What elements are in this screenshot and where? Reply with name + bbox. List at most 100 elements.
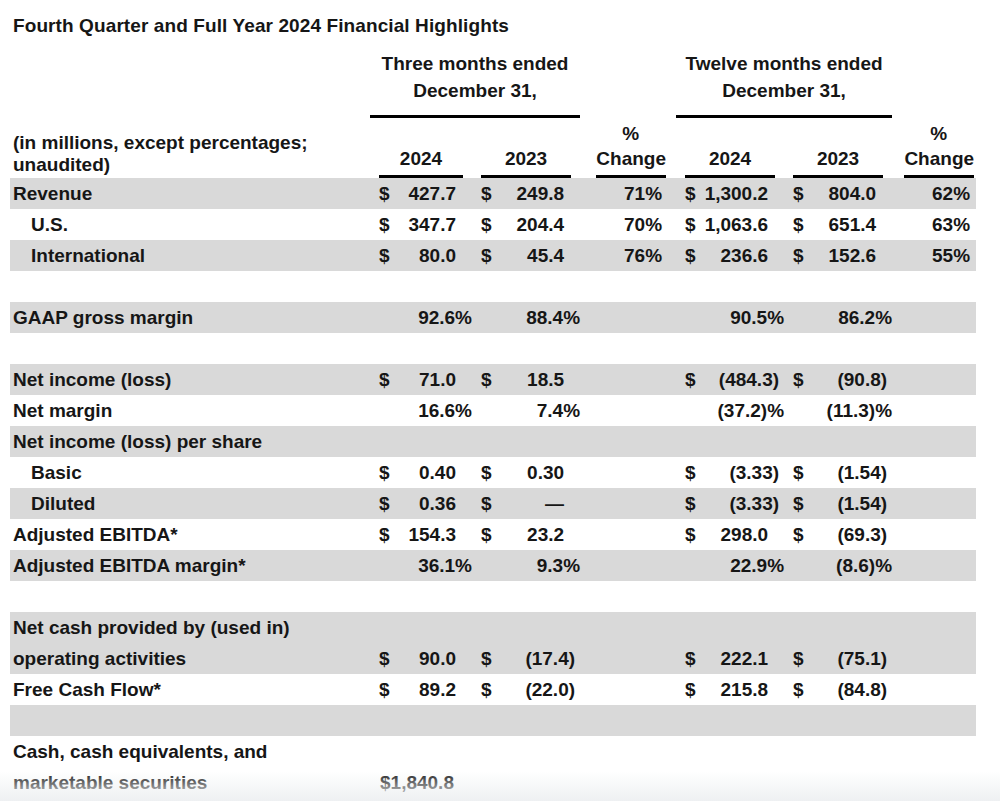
value-cell: (22.0) (498, 674, 580, 705)
row-label: Free Cash Flow* (10, 674, 370, 705)
currency-symbol-cell: $ (472, 364, 498, 395)
currency-symbol-cell (370, 705, 394, 736)
currency-symbol-cell (676, 736, 698, 798)
currency-symbol-cell: $ (472, 519, 498, 550)
currency-symbol-cell: $ (784, 674, 810, 705)
value-cell (498, 705, 580, 736)
pct-change-cell (580, 612, 668, 674)
spacer-row (10, 333, 976, 364)
column-gap (668, 271, 676, 302)
value-cell: (3.33) (698, 457, 784, 488)
pct-change-cell: 55% (892, 240, 976, 271)
column-gap (668, 519, 676, 550)
value-cell: (11.3)% (810, 395, 892, 426)
pct-symbol-left: % (580, 117, 668, 146)
currency-symbol-cell (370, 333, 394, 364)
value-cell: 0.36 (394, 488, 472, 519)
row-label: Net margin (10, 395, 370, 426)
currency-symbol-cell (784, 271, 810, 302)
pct-change-cell: 62% (892, 178, 976, 209)
pct-change-cell (892, 302, 976, 333)
value-cell (698, 736, 784, 798)
column-gap (668, 705, 676, 736)
table-row: U.S.$347.7$204.470%$1,063.6$651.463% (10, 209, 976, 240)
header-spacer (10, 77, 370, 117)
currency-symbol-cell: $ (472, 457, 498, 488)
group-header-row: Three months ended Twelve months ended (10, 48, 976, 77)
table-row: Diluted$0.36$—$(3.33)$(1.54) (10, 488, 976, 519)
currency-symbol-cell: $ (370, 457, 394, 488)
pct-change-cell (892, 488, 976, 519)
value-cell (810, 271, 892, 302)
currency-symbol-cell: $ (676, 488, 698, 519)
pct-change-cell (580, 736, 668, 798)
header-spacer (892, 48, 976, 77)
currency-symbol-cell: $ (370, 488, 394, 519)
currency-symbol-cell (472, 550, 498, 581)
column-gap (668, 674, 676, 705)
value-cell: 89.2 (394, 674, 472, 705)
column-gap (668, 302, 676, 333)
pct-change-cell (580, 705, 668, 736)
column-gap (668, 240, 676, 271)
value-cell: 804.0 (810, 178, 892, 209)
currency-symbol-cell: $ (370, 674, 394, 705)
pct-change-cell (580, 302, 668, 333)
currency-symbol-cell (784, 395, 810, 426)
currency-symbol-cell (472, 333, 498, 364)
value-cell: — (498, 488, 580, 519)
table-row: Adjusted EBITDA*$154.3$23.2$298.0$(69.3) (10, 519, 976, 550)
column-gap (668, 581, 676, 612)
twelve-months-header: Twelve months ended (676, 48, 892, 77)
pct-change-cell (892, 426, 976, 457)
currency-symbol-cell (676, 705, 698, 736)
table-row: Cash, cash equivalents, andmarketable se… (10, 736, 976, 798)
pct-change-cell (892, 612, 976, 674)
value-cell (498, 581, 580, 612)
pct-change-cell (580, 674, 668, 705)
currency-symbol-cell: $ (370, 364, 394, 395)
currency-symbol-cell: $ (472, 209, 498, 240)
value-cell: (8.6)% (810, 550, 892, 581)
currency-symbol-cell (472, 736, 498, 798)
pct-change-cell (580, 488, 668, 519)
value-cell: 215.8 (698, 674, 784, 705)
header-spacer (676, 117, 892, 146)
currency-symbol-cell: $ (472, 240, 498, 271)
value-cell (394, 426, 472, 457)
row-label: Cash, cash equivalents, andmarketable se… (10, 736, 370, 798)
value-cell: 9.3% (498, 550, 580, 581)
currency-symbol-cell: $ (784, 364, 810, 395)
pct-change-cell: 70% (580, 209, 668, 240)
financial-table: Three months ended Twelve months ended D… (10, 48, 976, 798)
value-cell: (90.8) (810, 364, 892, 395)
currency-symbol-cell: $ (676, 209, 698, 240)
value-cell (498, 736, 580, 798)
value-cell: 249.8 (498, 178, 580, 209)
currency-symbol-cell: $ (472, 178, 498, 209)
value-cell: 154.3 (394, 519, 472, 550)
pct-change-cell (580, 426, 668, 457)
value-cell: 18.5 (498, 364, 580, 395)
pct-change-cell (580, 581, 668, 612)
value-cell: 347.7 (394, 209, 472, 240)
value-cell: (75.1) (810, 612, 892, 674)
currency-symbol-cell: $ (784, 488, 810, 519)
currency-symbol-cell: $ (784, 612, 810, 674)
table-row: Revenue$427.7$249.871%$1,300.2$804.062% (10, 178, 976, 209)
value-cell: 7.4% (498, 395, 580, 426)
currency-symbol-cell (472, 705, 498, 736)
currency-symbol-cell (676, 550, 698, 581)
row-label (10, 705, 370, 736)
currency-symbol-cell (472, 302, 498, 333)
three-months-date-header: December 31, (370, 77, 580, 117)
column-gap (668, 77, 676, 117)
table-row: Net margin16.6%7.4%(37.2)%(11.3)% (10, 395, 976, 426)
header-spacer (370, 117, 580, 146)
pct-symbol-row: (in millions, except percentages; unaudi… (10, 117, 976, 146)
currency-symbol-cell: $ (676, 364, 698, 395)
value-cell (394, 705, 472, 736)
pct-change-cell (892, 550, 976, 581)
value-cell: 1,300.2 (698, 178, 784, 209)
row-label (10, 271, 370, 302)
